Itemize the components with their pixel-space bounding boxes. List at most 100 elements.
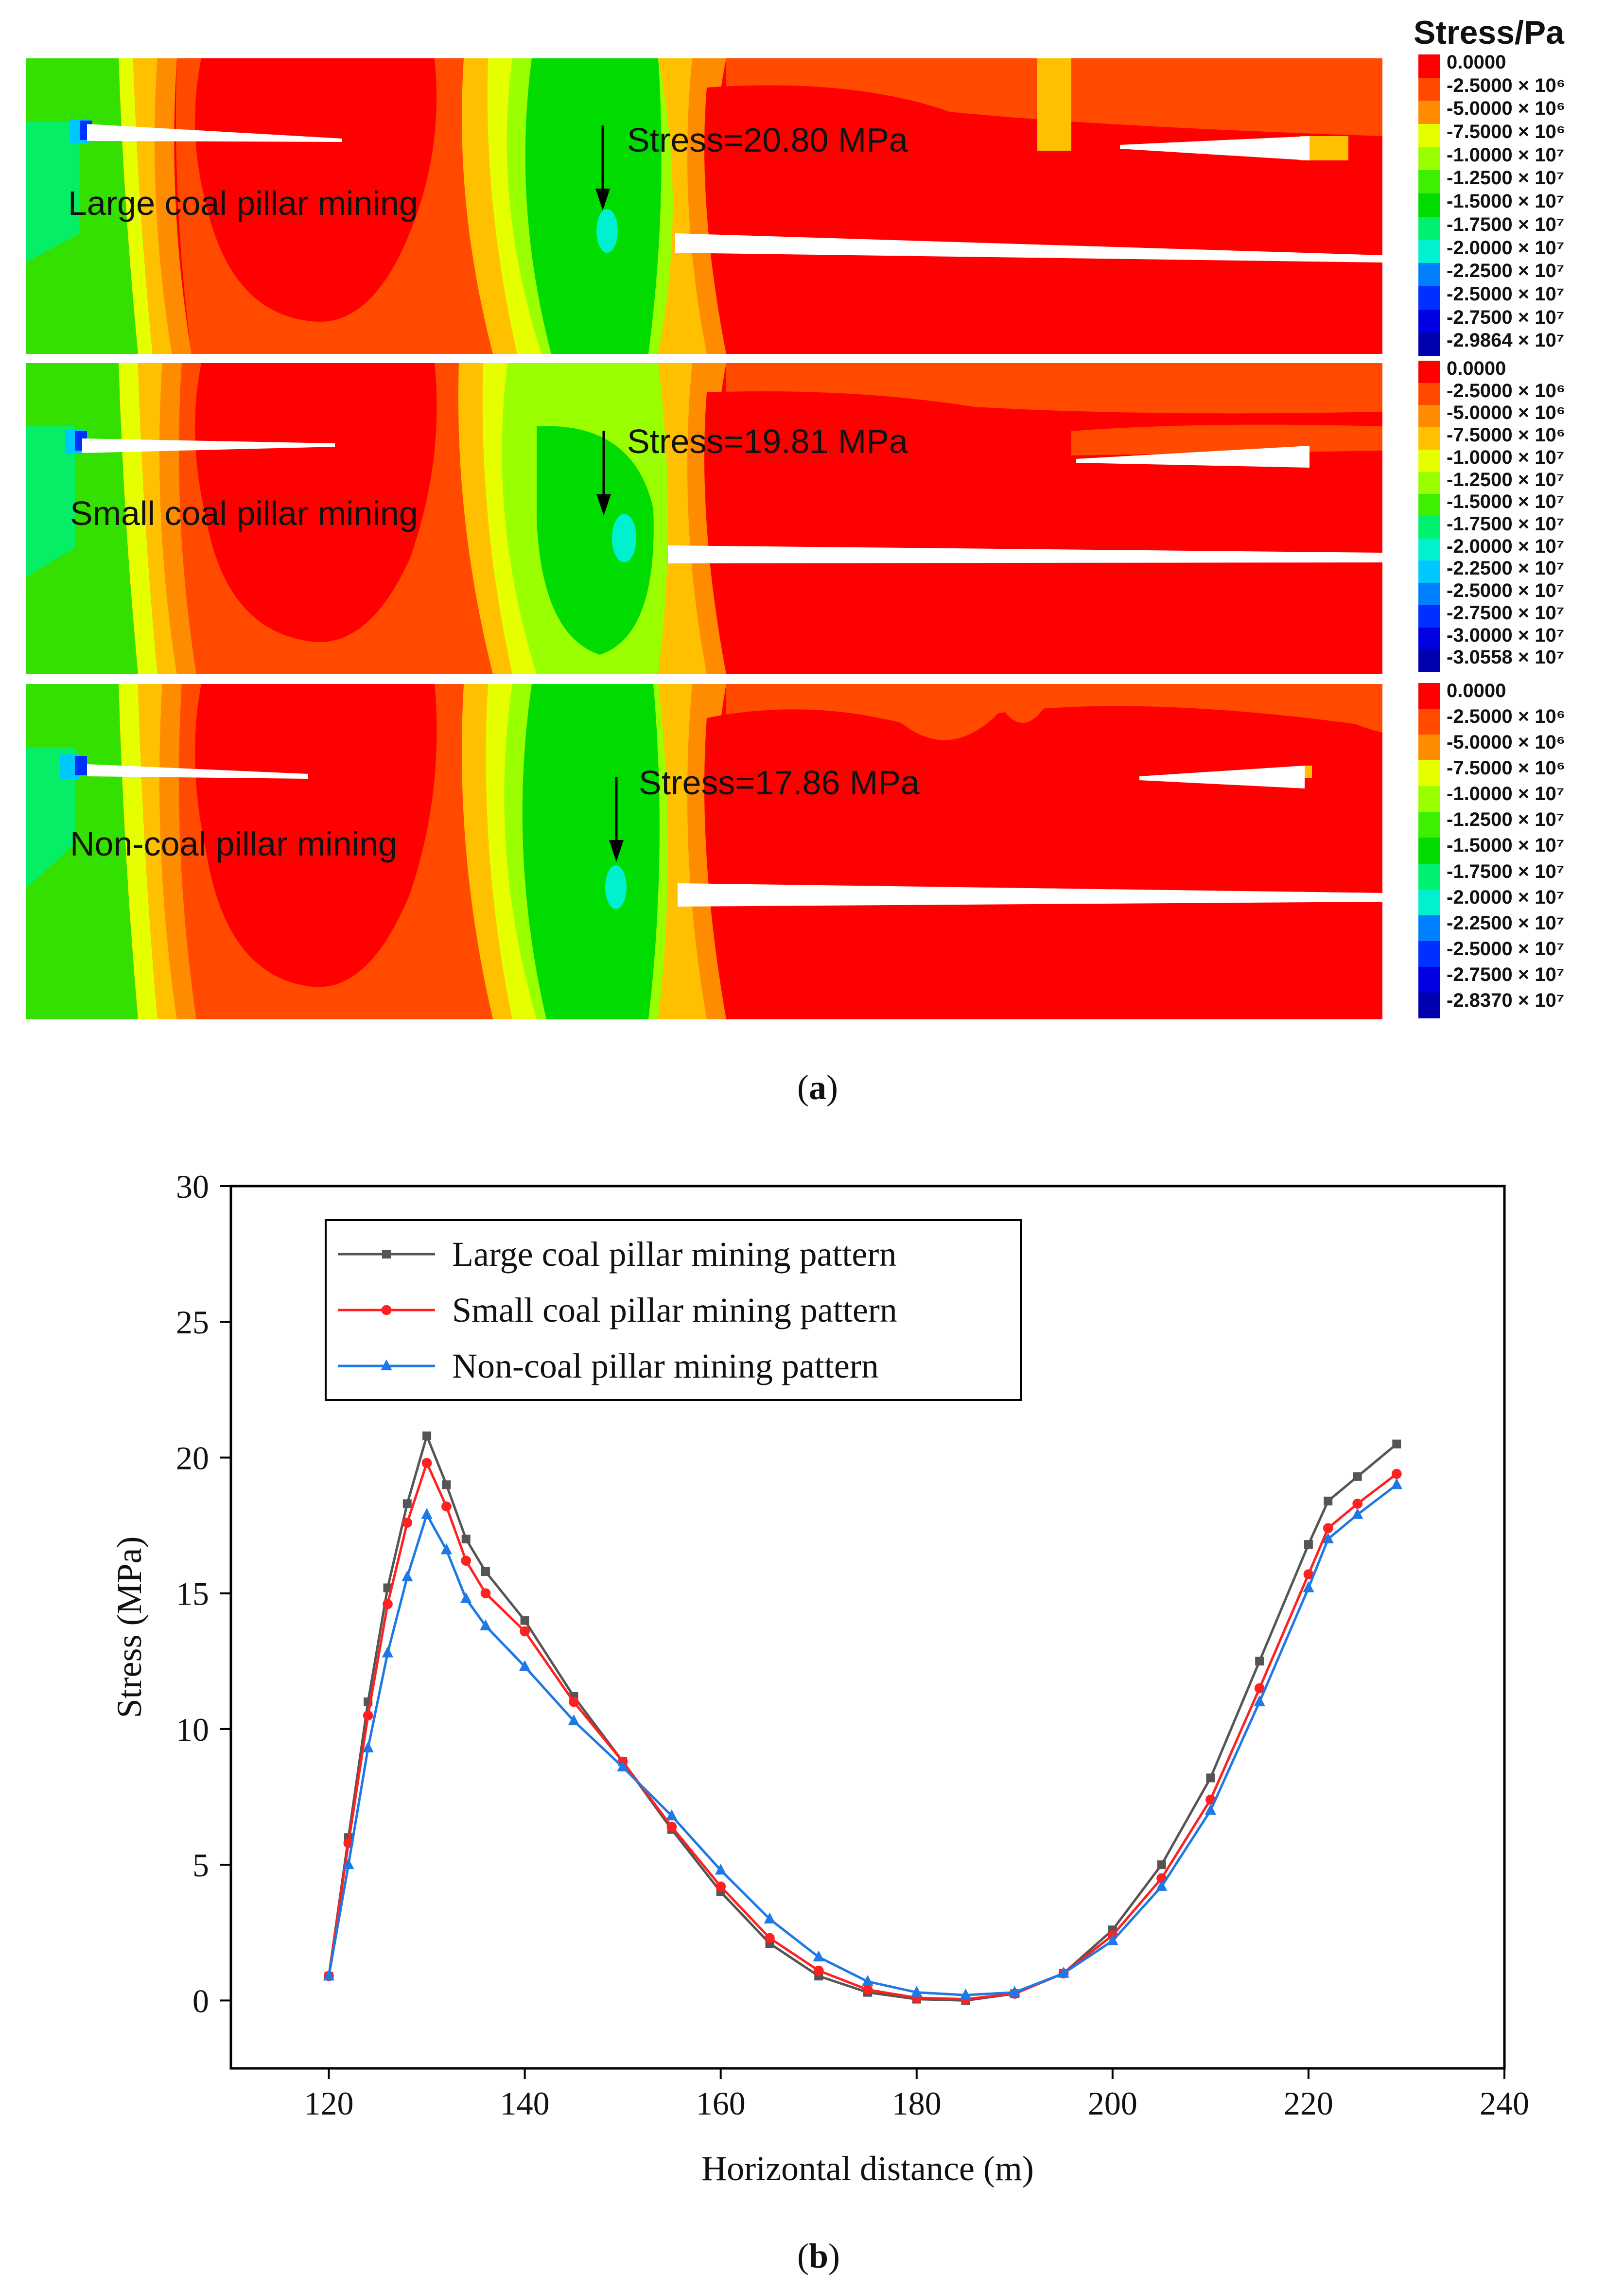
x-tick-label: 180 [892,2085,942,2122]
data-point [862,1975,873,1986]
data-point [381,1305,392,1315]
legend-label: -1.0000 × 10⁷ [1447,783,1565,805]
legend-label: -3.0000 × 10⁷ [1447,624,1565,646]
data-point [1205,1803,1217,1815]
legend-label: -1.7500 × 10⁷ [1447,860,1565,882]
caption-a: (a) [797,1067,838,1108]
legend-label: -1.0000 × 10⁷ [1447,144,1565,166]
legend-swatch [1418,383,1440,405]
data-point [1107,1934,1118,1945]
data-point [343,1858,354,1870]
legend-label: Small coal pillar mining pattern [452,1291,897,1329]
legend-swatch [1418,838,1440,864]
data-point [716,1881,726,1892]
legend-swatch [1418,786,1440,812]
legend-swatch [1418,915,1440,941]
data-point [520,1616,529,1625]
legend-label: -2.2500 × 10⁷ [1447,260,1565,282]
legend-swatch [1418,427,1440,450]
data-point [481,1567,490,1576]
data-point [813,1965,824,1976]
legend-swatch [1418,760,1440,787]
legend-label: -2.9864 × 10⁷ [1447,330,1565,351]
legend-swatch [1418,405,1440,428]
data-point [715,1863,727,1875]
legend-swatch [1418,54,1440,78]
y-tick-label: 5 [192,1847,209,1884]
legend-label: Non-coal pillar mining pattern [452,1347,879,1385]
legend-label: -2.0000 × 10⁷ [1447,886,1565,908]
y-tick-label: 20 [176,1439,209,1476]
legend-swatch [1418,472,1440,494]
data-point [421,1458,432,1468]
legend-swatch [1418,992,1440,1018]
legend-swatch [1418,193,1440,217]
x-tick-label: 240 [1480,2085,1529,2122]
data-point [440,1543,453,1555]
panel-label-non: Non-coal pillar mining [70,825,398,863]
contour-map [26,58,1382,354]
legend-label: -2.7500 × 10⁷ [1447,963,1565,985]
legend-swatch [1418,124,1440,147]
legend-label: -7.5000 × 10⁶ [1447,757,1566,779]
legend-swatch [1418,966,1440,993]
legend-label: -2.7500 × 10⁷ [1447,306,1565,328]
legend-label: -2.5000 × 10⁷ [1447,283,1565,305]
data-point [1058,1967,1069,1978]
data-point [617,1760,629,1772]
data-point [520,1626,530,1637]
data-point [1255,1657,1264,1666]
stress-annotation-small: Stress=19.81 MPa [627,422,908,460]
legend-swatch [1418,649,1440,672]
data-point [461,1535,471,1543]
data-point [421,1508,433,1519]
data-point [441,1501,452,1512]
arrow-icon [595,125,610,210]
legend-label: 0.0000 [1447,52,1506,73]
legend-label: -2.5000 × 10⁷ [1447,580,1565,602]
data-point [1206,1773,1215,1783]
contour-map [26,363,1382,674]
legend-swatch [1418,263,1440,286]
data-point [1254,1695,1265,1707]
legend-label: -1.0000 × 10⁷ [1447,446,1565,468]
legend-swatch [1418,286,1440,310]
data-point [1323,1523,1333,1534]
data-point [323,1969,335,1981]
arrow-icon [609,777,624,862]
legend-label: -3.0558 × 10⁷ [1447,647,1565,668]
x-axis-label: Horizontal distance (m) [701,2149,1034,2188]
legend-swatch [1418,812,1440,838]
line-chart: 120 140 160 180 200 220 240 0 5 10 15 20 25 30 Horizon… [110,1168,1529,2188]
data-point [402,1570,413,1582]
legend-label: -7.5000 × 10⁶ [1447,121,1566,143]
data-point [1353,1472,1362,1481]
data-point [764,1912,776,1924]
legend-swatch [1418,77,1440,101]
data-point [1304,1540,1313,1549]
data-point [1157,1860,1166,1870]
data-point [519,1660,531,1671]
caption-b-letter: b [808,2237,829,2275]
legend-title: Stress/Pa [1414,14,1564,51]
data-point [1391,1478,1403,1489]
data-point [569,1696,579,1707]
data-point [666,1821,677,1832]
data-point [1352,1499,1363,1509]
legend-swatch [1418,147,1440,171]
data-point [382,1250,391,1259]
plot-frame [229,1185,1506,2070]
data-point [1351,1508,1363,1519]
legend-swatch [1418,240,1440,263]
legend-label: -2.5000 × 10⁶ [1447,74,1566,96]
data-point [1303,1569,1314,1579]
legend-label: -7.5000 × 10⁶ [1447,424,1566,446]
data-point [461,1556,471,1566]
data-point [460,1592,472,1603]
legend-label: -2.8370 × 10⁷ [1447,989,1565,1011]
legend-swatch [1418,538,1440,561]
data-point [666,1809,678,1820]
y-tick-label: 0 [192,1982,209,2019]
legend-swatch [1418,709,1440,735]
data-point [480,1619,491,1630]
